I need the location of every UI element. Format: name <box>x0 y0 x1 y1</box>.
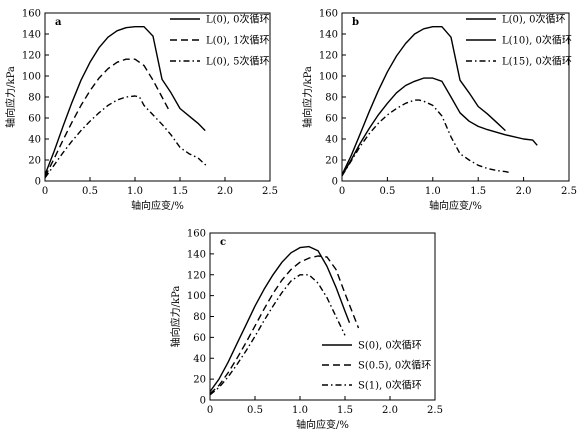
legend-label: L(0), 5次循环 <box>206 55 270 68</box>
chart-panel-c: 0 20 40 60 80 100 120 140 160 0 0.5 1.0 1.5 2.0 2.5 轴向应… <box>169 229 443 429</box>
x-axis-label: 轴向应变/% <box>429 199 482 212</box>
y-tick-label: 20 <box>193 375 206 386</box>
y-tick-label: 120 <box>22 51 41 62</box>
series-line <box>209 255 360 395</box>
y-tick-label: 140 <box>319 30 338 41</box>
x-tick-label: 1.0 <box>425 186 441 197</box>
y-tick-label: 0 <box>35 177 41 188</box>
series-line <box>209 274 346 396</box>
y-tick-label: 20 <box>28 156 41 167</box>
x-tick-label: 0 <box>339 186 345 197</box>
x-tick-label: 1.5 <box>172 186 188 197</box>
y-tick-label: 40 <box>28 135 41 146</box>
y-tick-label: 0 <box>332 177 338 188</box>
chart-panel-b: 0 20 40 60 80 100 120 140 160 0 0.5 1.0 1.5 2.0 2.5 轴向应… <box>301 9 577 213</box>
y-tick-label: 160 <box>187 229 206 240</box>
y-tick-label: 60 <box>193 333 206 344</box>
series-line <box>44 95 208 179</box>
x-tick-label: 2.0 <box>382 405 398 416</box>
series-line <box>341 99 511 177</box>
legend-label: L(0), 0次循环 <box>502 13 566 26</box>
legend-label: L(10), 0次循环 <box>502 34 572 47</box>
legend-label: S(1), 0次循环 <box>358 379 422 392</box>
x-tick-label: 0.5 <box>247 405 263 416</box>
y-tick-label: 120 <box>187 270 206 281</box>
y-tick-label: 140 <box>187 249 206 260</box>
y-tick-label: 100 <box>187 291 206 302</box>
y-tick-label: 80 <box>193 312 206 323</box>
series-line <box>341 26 506 176</box>
x-axis-label: 轴向应变/% <box>296 418 349 429</box>
x-tick-label: 0 <box>207 405 213 416</box>
y-tick-label: 160 <box>319 9 338 20</box>
y-tick-label: 100 <box>22 72 41 83</box>
y-tick-label: 160 <box>22 9 41 20</box>
y-tick-label: 40 <box>193 354 206 365</box>
panel-label: a <box>55 17 62 28</box>
x-tick-label: 2.0 <box>516 186 532 197</box>
y-tick-label: 80 <box>28 93 41 104</box>
x-tick-label: 1.0 <box>292 405 308 416</box>
x-tick-label: 2.5 <box>427 405 443 416</box>
y-tick-label: 40 <box>325 135 338 146</box>
y-tick-label: 20 <box>325 156 338 167</box>
y-tick-label: 140 <box>22 30 41 41</box>
x-tick-label: 0 <box>42 186 48 197</box>
chart-panel-a: 0 20 40 60 80 100 120 140 160 0 0.5 1.0 1.5 2.0 2.5 轴向应… <box>4 9 278 213</box>
x-tick-label: 1.5 <box>470 186 486 197</box>
x-tick-label: 2.5 <box>561 186 577 197</box>
series-line <box>209 245 351 393</box>
series-line <box>44 26 206 175</box>
y-axis-label: 轴向应力/kPa <box>169 286 182 348</box>
x-tick-label: 0.5 <box>379 186 395 197</box>
series-line <box>341 77 538 177</box>
legend-label: L(0), 0次循环 <box>206 13 270 26</box>
x-tick-label: 1.0 <box>127 186 143 197</box>
y-tick-label: 100 <box>319 72 338 83</box>
y-tick-label: 0 <box>200 396 206 407</box>
x-tick-label: 2.5 <box>262 186 278 197</box>
x-tick-label: 2.0 <box>217 186 233 197</box>
legend-label: S(0.5), 0次循环 <box>358 359 431 372</box>
x-axis-label: 轴向应变/% <box>131 199 184 212</box>
legend-label: L(0), 1次循环 <box>206 34 270 47</box>
y-tick-label: 60 <box>325 114 338 125</box>
x-tick-label: 0.5 <box>82 186 98 197</box>
y-axis-label: 轴向应力/kPa <box>301 66 314 128</box>
series-line <box>44 58 170 178</box>
y-tick-label: 120 <box>319 51 338 62</box>
legend-label: S(0), 0次循环 <box>358 339 422 352</box>
y-tick-label: 60 <box>28 114 41 125</box>
panel-label: c <box>220 237 226 248</box>
y-axis-label: 轴向应力/kPa <box>4 66 17 128</box>
panel-label: b <box>352 17 359 28</box>
x-tick-label: 1.5 <box>337 405 353 416</box>
y-tick-label: 80 <box>325 93 338 104</box>
legend-label: L(15), 0次循环 <box>502 55 572 68</box>
